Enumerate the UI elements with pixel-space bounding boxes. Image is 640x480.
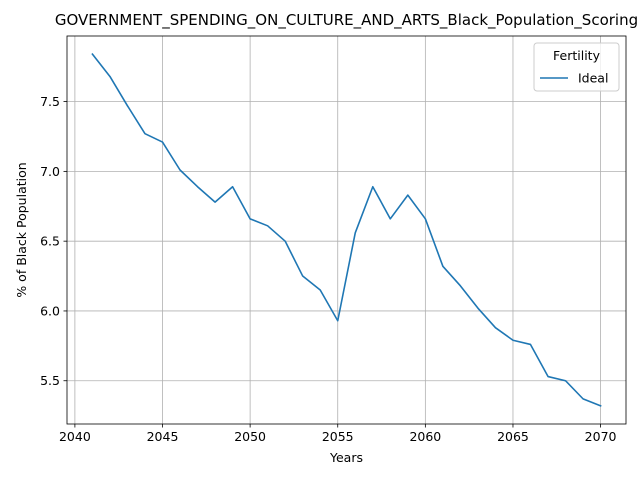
series-layer <box>91 53 602 407</box>
grid <box>67 36 626 424</box>
x-tick-label: 2055 <box>322 429 354 444</box>
chart-title: GOVERNMENT_SPENDING_ON_CULTURE_AND_ARTS_… <box>55 11 638 30</box>
y-tick-label: 5.5 <box>40 373 60 388</box>
x-tick-label: 2040 <box>59 429 91 444</box>
y-tick-label: 7.5 <box>40 94 60 109</box>
legend-title: Fertility <box>553 48 601 63</box>
legend-box <box>533 42 620 92</box>
legend: Fertility Ideal <box>533 42 620 92</box>
series-line-ideal <box>91 53 602 407</box>
plot-area-frame <box>66 35 627 425</box>
x-tick-label: 2070 <box>585 429 617 444</box>
y-tick-label: 7.0 <box>40 164 60 179</box>
y-axis-label: % of Black Population <box>14 162 29 297</box>
y-tick-label: 6.5 <box>40 234 60 249</box>
x-tick-label: 2060 <box>409 429 441 444</box>
legend-entry-ideal: Ideal <box>578 71 608 86</box>
x-axis-label: Years <box>329 450 363 465</box>
x-tick-label: 2065 <box>497 429 529 444</box>
x-tick-label: 2045 <box>147 429 179 444</box>
y-axis-ticks: 5.5 6.0 6.5 7.0 7.5 <box>40 94 67 388</box>
x-axis-ticks: 2040 2045 2050 2055 2060 2065 2070 <box>59 424 617 444</box>
x-tick-label: 2050 <box>234 429 266 444</box>
y-tick-label: 6.0 <box>40 303 60 318</box>
